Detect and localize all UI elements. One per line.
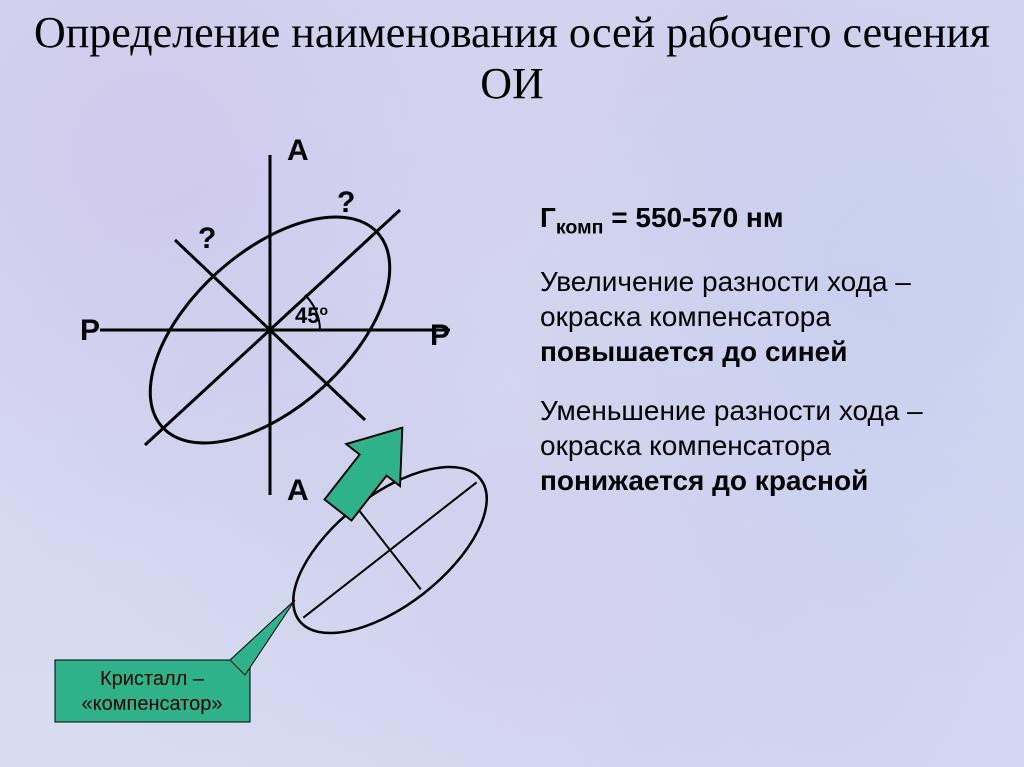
slide-root: Определение наименования осей рабочего с… [0, 0, 1024, 767]
label-A-top: А [287, 134, 309, 167]
callout-group: Кристалл – «компенсатор» [55, 600, 295, 722]
label-P-right: Р [430, 319, 450, 352]
diagram-svg: А А Р Р ? ? 45о Кристалл – «компенсатор» [20, 130, 550, 750]
label-P-left: Р [80, 314, 100, 347]
callout-line1: Кристалл – [100, 668, 205, 690]
callout-line2: «компенсатор» [82, 693, 223, 715]
green-arrow [311, 407, 429, 531]
diagram-container: А А Р Р ? ? 45о Кристалл – «компенсатор» [20, 130, 550, 750]
label-question-right: ? [337, 186, 355, 219]
angle-label: 45о [295, 302, 328, 328]
para-increase: Увеличение разности хода – окраска компе… [540, 264, 990, 369]
label-question-left: ? [198, 222, 216, 255]
right-text-block: Гкомп = 550-570 нм Увеличение разности х… [540, 200, 990, 522]
label-A-bottom: А [287, 474, 309, 507]
formula-line: Гкомп = 550-570 нм [540, 200, 990, 240]
slide-title: Определение наименования осей рабочего с… [0, 8, 1024, 109]
para-decrease: Уменьшение разности хода – окраска компе… [540, 393, 990, 498]
